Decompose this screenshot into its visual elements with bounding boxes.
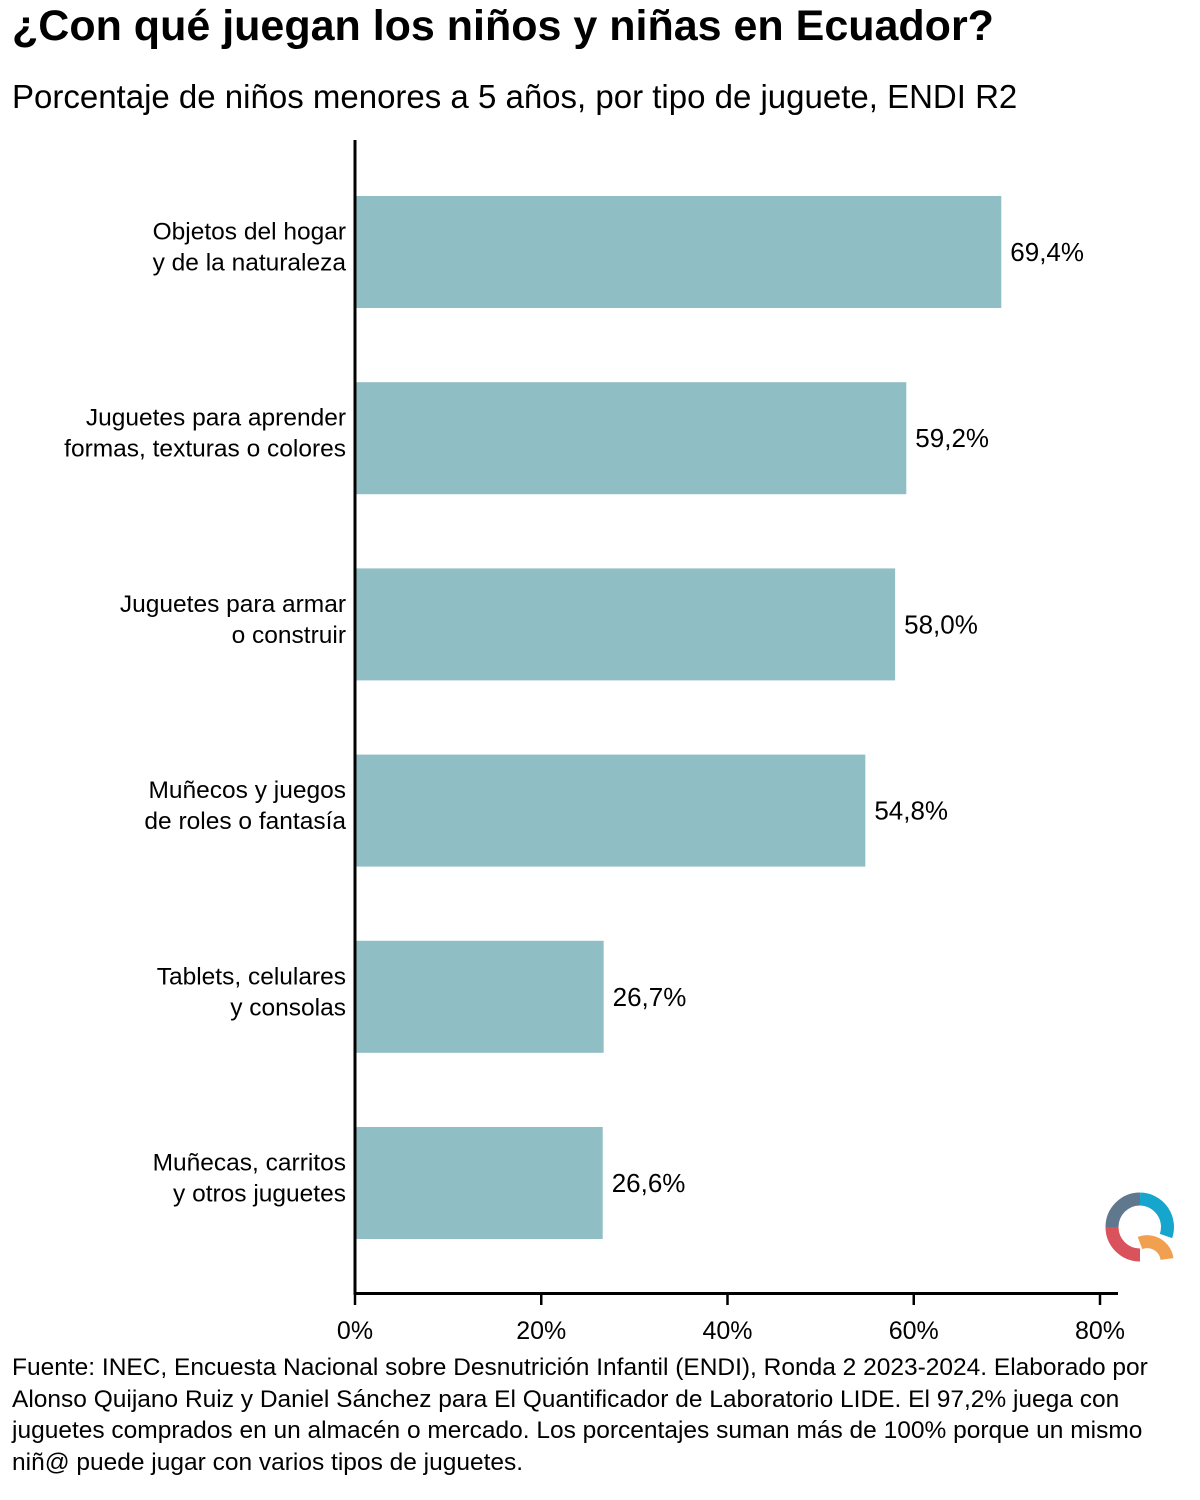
category-label: Muñecos y juegos de roles o fantasía (144, 777, 346, 835)
bar (355, 568, 896, 681)
x-tick-label: 80% (1075, 1317, 1125, 1345)
x-tick-label: 0% (337, 1317, 373, 1345)
x-tick-label: 40% (702, 1317, 752, 1345)
chart-title: ¿Con qué juegan los niños y niñas en Ecu… (12, 2, 994, 50)
category-label: Juguetes para aprender formas, texturas o… (64, 405, 346, 463)
category-label-line: Muñecos y juegos (149, 777, 346, 804)
source-footnote: Fuente: INEC, Encuesta Nacional sobre De… (12, 1354, 1148, 1476)
x-tick-label: 20% (516, 1317, 566, 1345)
bar-value-label: 59,2% (915, 423, 989, 453)
category-label-line: Juguetes para aprender (86, 405, 346, 432)
x-axis-ticks: 0% 20% 40% 60% 80% (337, 1294, 1125, 1345)
category-label-line: Muñecas, carritos (153, 1150, 346, 1177)
bar-value-label: 54,8% (874, 796, 948, 826)
bar (355, 940, 604, 1053)
category-label-line: Juguetes para armar (120, 591, 346, 618)
category-label-line: y consolas (230, 994, 346, 1021)
bar (355, 196, 1002, 308)
category-label-line: y de la naturaleza (153, 250, 347, 277)
category-label: Tablets, celulares y consolas (157, 963, 346, 1021)
bar (355, 382, 907, 495)
bar (355, 754, 866, 867)
bar-value-label: 26,6% (612, 1168, 686, 1198)
category-label: Juguetes para armar o construir (120, 591, 346, 649)
x-tick-label: 60% (889, 1317, 939, 1345)
bar-chart: Objetos del hogar y de la naturaleza Jugue… (64, 140, 1174, 1345)
bar-value-label: 26,7% (613, 982, 687, 1012)
category-label: Muñecas, carritos y otros juguetes (153, 1150, 346, 1208)
bar-value-label: 69,4% (1010, 237, 1084, 267)
category-label-line: Tablets, celulares (157, 963, 346, 990)
bar (355, 1127, 603, 1239)
category-label-line: de roles o fantasía (144, 808, 346, 835)
category-label-line: o construir (232, 622, 346, 649)
chart-subtitle: Porcentaje de niños menores a 5 años, po… (12, 78, 1018, 115)
bar-value-label: 58,0% (904, 609, 978, 639)
category-label: Objetos del hogar y de la naturaleza (153, 219, 347, 277)
category-labels: Objetos del hogar y de la naturaleza Jugue… (64, 219, 346, 1208)
value-labels: 69,4% 59,2% 58,0% 54,8% 26,7% 26,6% (612, 237, 1084, 1198)
bars-group (355, 196, 1002, 1239)
quantificador-logo-icon (1105, 1192, 1174, 1262)
category-label-line: Objetos del hogar (153, 219, 346, 246)
category-label-line: y otros juguetes (173, 1181, 346, 1208)
category-label-line: formas, texturas o colores (64, 436, 346, 463)
